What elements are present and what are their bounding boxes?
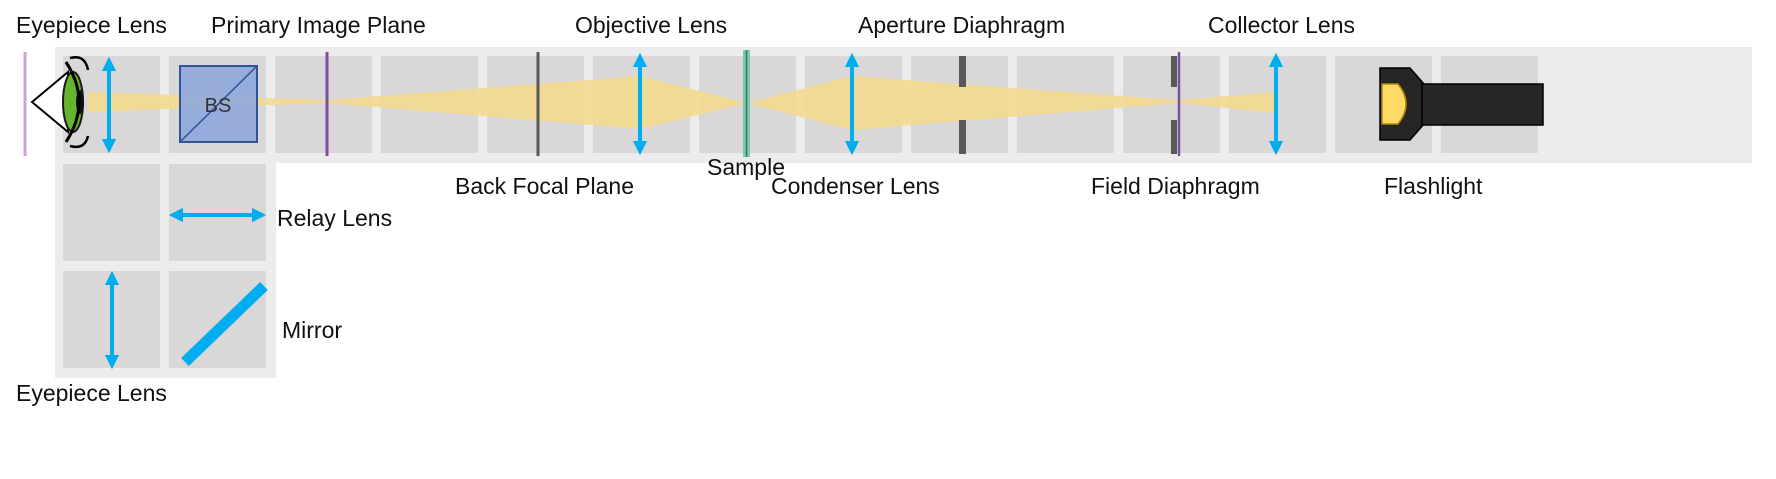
beam-splitter-label: BS: [205, 95, 232, 117]
light-beam: [88, 76, 1276, 130]
eye-icon: [30, 56, 90, 149]
collector-lens-label: Collector Lens: [1208, 12, 1356, 38]
eyepiece-lens-top-label: Eyepiece Lens: [16, 12, 167, 38]
sample-label: Sample: [707, 154, 785, 180]
mirror-label: Mirror: [282, 317, 343, 343]
field-diaphragm-icon: [1171, 52, 1181, 156]
relay-lens-label: Relay Lens: [277, 205, 393, 231]
mirror-icon: [181, 282, 268, 366]
aperture-diaphragm-icon: [959, 56, 966, 154]
flashlight-label: Flashlight: [1384, 173, 1483, 199]
beam-splitter-icon: [179, 65, 258, 143]
flashlight-icon: [1379, 67, 1544, 141]
primary-image-plane-label: Primary Image Plane: [211, 12, 426, 38]
tile: [169, 164, 266, 261]
objective-lens-label: Objective Lens: [575, 12, 728, 38]
tile: [63, 164, 160, 261]
back-focal-plane-label: Back Focal Plane: [455, 173, 634, 199]
tile: [169, 271, 266, 368]
eyepiece-lens-bottom-label: Eyepiece Lens: [16, 380, 167, 406]
sample-slide-icon: [743, 50, 750, 157]
field-diaphragm-label: Field Diaphragm: [1091, 173, 1260, 199]
aperture-diaphragm-label: Aperture Diaphragm: [858, 12, 1066, 38]
condenser-lens-label: Condenser Lens: [771, 173, 940, 199]
